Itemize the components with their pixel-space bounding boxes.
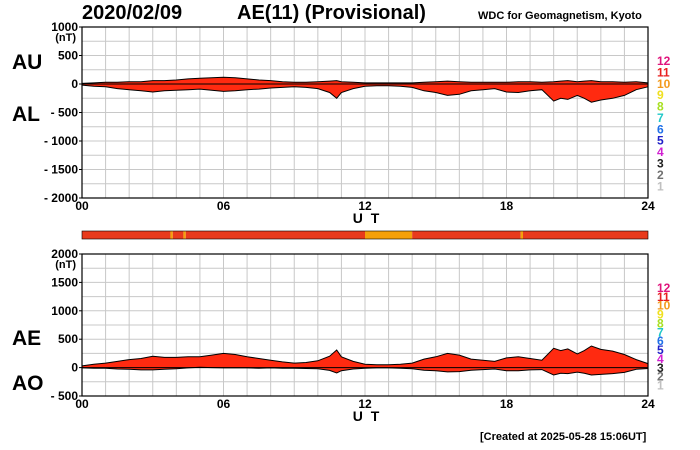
status-segment	[170, 231, 173, 239]
station-legend-label: 9	[657, 88, 664, 102]
station-legend-label: 5	[657, 134, 664, 148]
y-tick-label: - 500	[51, 106, 79, 120]
station-legend-label: 10	[657, 77, 671, 91]
station-legend-label: 4	[657, 145, 664, 159]
status-segment	[183, 231, 186, 239]
station-legend-label: 12	[657, 281, 671, 295]
ao-label: AO	[12, 372, 44, 395]
y-tick-label: 500	[58, 332, 78, 346]
y-tick-label: - 2000	[44, 191, 78, 205]
x-tick-label: 24	[641, 397, 655, 411]
status-segment	[520, 231, 524, 239]
y-tick-label: 2000	[51, 247, 78, 261]
station-legend-label: 5	[657, 343, 664, 357]
station-legend-label: 12	[657, 54, 671, 68]
x-tick-label: 12	[358, 199, 372, 213]
y-tick-label: 1500	[51, 275, 78, 289]
y-tick-label: 1000	[51, 304, 78, 318]
station-legend-label: 11	[657, 290, 670, 304]
y-unit-label: (nT)	[55, 32, 76, 44]
x-axis-title: U T	[353, 408, 382, 424]
y-unit-label: (nT)	[55, 259, 76, 271]
status-segment	[82, 231, 171, 239]
station-legend-label: 1	[657, 379, 664, 393]
station-legend-label: 7	[657, 325, 664, 339]
au-label: AU	[12, 51, 43, 74]
ae-label: AE	[12, 327, 42, 350]
x-tick-label: 18	[500, 397, 514, 411]
status-segment	[185, 231, 365, 239]
y-tick-label: 0	[71, 361, 78, 375]
status-segment	[365, 231, 413, 239]
station-legend-label: 6	[657, 334, 664, 348]
station-legend-label: 11	[657, 65, 670, 79]
plot-frame-ae-ao	[81, 253, 649, 397]
x-tick-label: 18	[500, 199, 514, 213]
series-line-al	[81, 84, 649, 103]
y-tick-label: 1000	[51, 20, 78, 34]
station-legend-label: 8	[657, 316, 664, 330]
y-tick-label: - 500	[51, 389, 79, 403]
index-title: AE(11) (Provisional)	[237, 2, 426, 24]
status-segment	[172, 231, 184, 239]
station-legend-label: 3	[657, 157, 664, 171]
status-segment	[523, 231, 648, 239]
panel-au-al	[79, 26, 649, 199]
y-tick-label: - 1500	[44, 163, 78, 177]
status-segment	[412, 231, 521, 239]
panel-ae-ao	[79, 253, 649, 397]
station-legend-label: 4	[657, 352, 664, 366]
station-legend-label: 2	[657, 370, 664, 384]
x-tick-label: 00	[75, 199, 89, 213]
created-stamp: [Created at 2025-05-28 15:06UT]	[480, 431, 647, 443]
x-axis-title: U T	[353, 210, 382, 226]
status-bar-frame	[81, 230, 649, 240]
y-tick-label: 500	[58, 49, 78, 63]
al-label: AL	[12, 103, 40, 126]
x-tick-label: 00	[75, 397, 89, 411]
series-line-ae	[81, 345, 649, 367]
x-tick-label: 24	[641, 199, 655, 213]
institution-label: WDC for Geomagnetism, Kyoto	[478, 10, 642, 22]
x-tick-label: 06	[217, 199, 231, 213]
x-tick-label: 06	[217, 397, 231, 411]
station-legend-label: 8	[657, 100, 664, 114]
station-legend-label: 3	[657, 361, 664, 375]
y-tick-label: - 1000	[44, 134, 78, 148]
y-tick-label: 0	[71, 77, 78, 91]
station-legend-label: 2	[657, 168, 664, 182]
station-legend-label: 7	[657, 111, 664, 125]
station-legend-label: 9	[657, 308, 664, 322]
station-legend-label: 1	[657, 179, 664, 193]
station-legend-label: 6	[657, 122, 664, 136]
station-legend-label: 10	[657, 299, 671, 313]
series-line-au	[81, 76, 649, 84]
area-fill-au-al	[82, 77, 648, 103]
x-tick-label: 12	[358, 397, 372, 411]
date-label: 2020/02/09	[82, 2, 183, 24]
